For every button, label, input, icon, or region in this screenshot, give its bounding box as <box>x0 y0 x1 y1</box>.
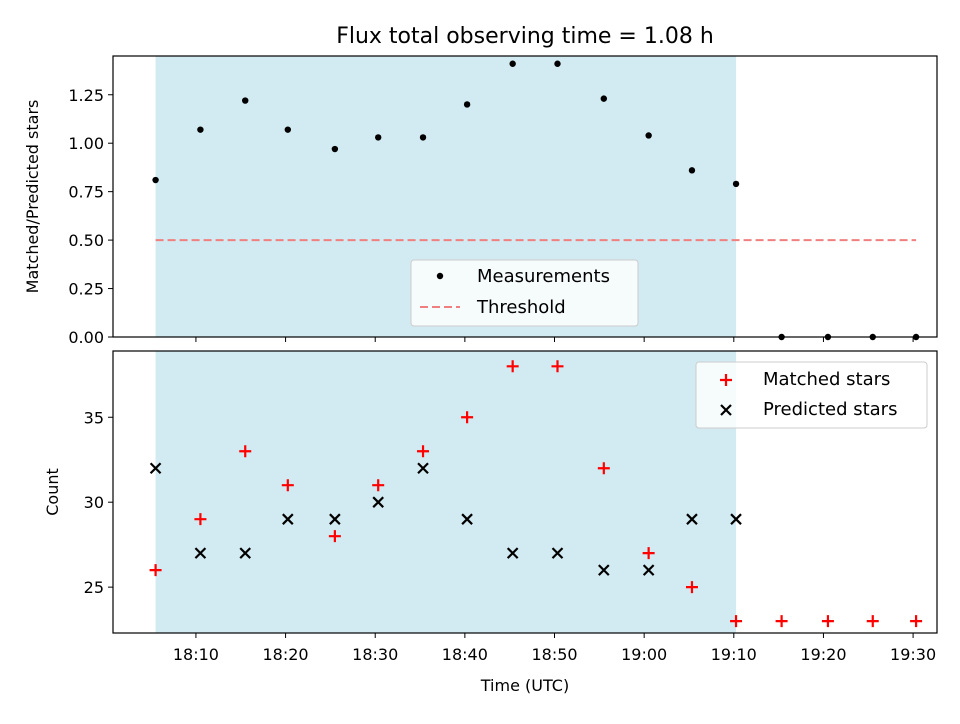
measurement-point <box>688 167 696 174</box>
chart-title: Flux total observing time = 1.08 h <box>336 24 714 49</box>
legend-label: Measurements <box>477 266 610 287</box>
measurement-point <box>600 95 608 102</box>
measurement-point <box>463 101 471 108</box>
measurement-point <box>152 176 159 184</box>
x-tick-label: 19:30 <box>890 645 936 664</box>
measurement-point <box>284 126 292 133</box>
matched-point <box>685 581 698 594</box>
x-tick-label: 19:00 <box>621 645 667 664</box>
predicted-point <box>686 513 698 525</box>
predicted-point <box>372 496 384 508</box>
legend-box <box>410 259 639 327</box>
x-tick-label: 18:10 <box>173 645 219 664</box>
measurement-point <box>419 134 427 141</box>
predicted-point <box>417 462 429 474</box>
matched-point <box>730 615 743 628</box>
matched-point <box>551 360 564 373</box>
x-tick-label: 18:40 <box>442 645 488 664</box>
predicted-point <box>239 547 252 559</box>
measurement-point <box>554 60 561 67</box>
measurement-point <box>242 97 249 104</box>
measurement-point <box>197 126 204 133</box>
predicted-point <box>149 462 162 474</box>
y-tick-label: 35 <box>84 408 104 427</box>
measurement-point <box>732 180 740 188</box>
x-tick-label: 18:20 <box>263 645 309 664</box>
plot-frame <box>112 55 938 338</box>
legend-marker-matched <box>720 374 732 386</box>
x-tick-label: 18:30 <box>352 645 398 664</box>
predicted-point <box>329 513 341 525</box>
matched-point <box>866 615 879 628</box>
matched-point <box>506 360 519 373</box>
y-tick-label: 1.00 <box>68 134 104 153</box>
y-tick-label: 0.00 <box>68 328 104 347</box>
y-tick-label: 0.50 <box>68 231 104 250</box>
matched-point <box>239 445 252 458</box>
predicted-point <box>461 513 473 525</box>
legend-marker-predicted <box>720 404 732 416</box>
predicted-point <box>506 547 519 559</box>
legend-label: Predicted stars <box>763 399 897 420</box>
count-panel: 25 30 35 18:10 18:20 18:30 18:40 18:50 19:00 19:1… <box>43 350 938 695</box>
predicted-point <box>194 547 207 559</box>
y-axis-label: Matched/Predicted stars <box>23 100 42 294</box>
x-axis-label: Time (UTC) <box>480 676 569 695</box>
matched-point <box>642 547 655 560</box>
observing-span <box>155 351 737 633</box>
y-tick-label: 30 <box>84 493 104 512</box>
matched-point <box>821 615 834 628</box>
ratio-panel: 0.00 0.25 0.50 0.75 1.00 1.25 Matched/Predicte… <box>23 55 938 347</box>
matched-point <box>910 615 923 628</box>
matched-point <box>372 479 385 492</box>
y-tick-label: 0.75 <box>68 183 104 202</box>
measurement-point <box>645 132 652 139</box>
measurement-point <box>375 134 382 141</box>
legend: Measurements Threshold <box>410 259 639 327</box>
matched-point <box>775 615 788 628</box>
plot-frame <box>112 350 938 634</box>
measurement-point <box>509 60 516 67</box>
y-tick-label: 25 <box>84 578 104 597</box>
predicted-point <box>598 564 610 576</box>
legend: Matched stars Predicted stars <box>695 361 928 429</box>
y-tick-label: 0.25 <box>68 280 104 299</box>
matched-point <box>597 462 610 475</box>
predicted-point <box>551 547 564 559</box>
y-tick-label: 1.25 <box>68 86 104 105</box>
legend-box <box>695 361 928 429</box>
matched-point <box>328 530 341 543</box>
legend-marker-measurements <box>436 272 444 280</box>
measurement-point <box>331 145 339 153</box>
matched-point <box>149 564 162 577</box>
matched-point <box>194 513 207 526</box>
predicted-point <box>282 513 294 525</box>
legend-label: Matched stars <box>763 369 890 390</box>
legend-label: Threshold <box>476 297 566 318</box>
x-tick-label: 19:10 <box>711 645 757 664</box>
matched-point <box>417 445 430 458</box>
x-tick-label: 18:50 <box>531 645 577 664</box>
predicted-point <box>642 564 655 576</box>
matched-point <box>461 411 474 424</box>
y-axis-label: Count <box>43 468 62 516</box>
matched-point <box>281 479 294 492</box>
predicted-point <box>730 513 742 525</box>
x-tick-label: 19:20 <box>800 645 846 664</box>
